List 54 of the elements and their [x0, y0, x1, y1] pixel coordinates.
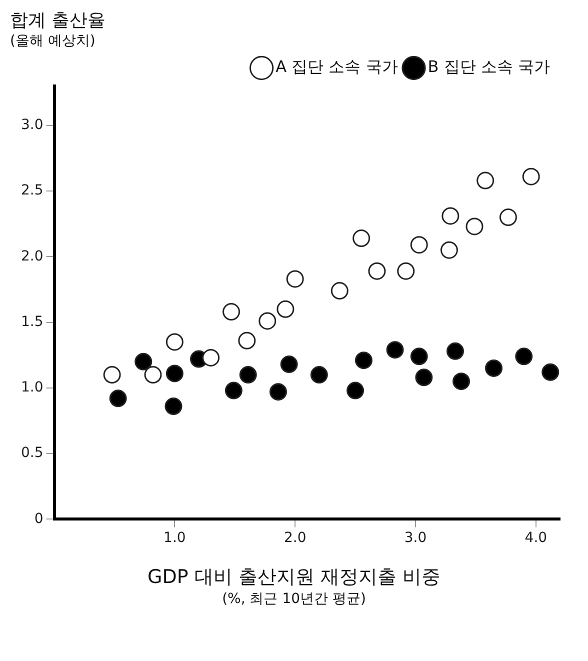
point [386, 341, 404, 359]
point [440, 241, 458, 259]
point [354, 352, 372, 370]
point [352, 230, 370, 248]
point [476, 172, 494, 190]
point [269, 383, 287, 401]
point [452, 372, 470, 390]
point [276, 300, 294, 318]
point [238, 332, 256, 350]
point [164, 398, 182, 416]
point [310, 366, 328, 384]
point [397, 262, 415, 280]
x-axis-title: GDP 대비 출산지원 재정지출 비중 (%, 최근 10년간 평균) [146, 565, 442, 608]
point [446, 342, 464, 360]
point [258, 312, 276, 330]
x-tick-label: 2.0 [284, 530, 306, 546]
y-axis-title: 합계 출산율 (올해 예상치) [10, 9, 107, 50]
x-tick-label: 3.0 [404, 530, 427, 546]
point [286, 270, 304, 288]
point [144, 366, 162, 384]
point [222, 303, 240, 321]
y-tick-label: 2.5 [21, 182, 44, 199]
point [346, 382, 364, 400]
point [485, 359, 503, 377]
point [542, 363, 560, 381]
point [280, 356, 298, 374]
x-tick-label: 4.0 [524, 530, 548, 546]
point [166, 333, 184, 351]
point [109, 390, 127, 408]
y-tick-label: 1.5 [21, 314, 44, 330]
x-tick-label: 1.0 [164, 530, 186, 546]
point [522, 168, 540, 186]
y-tick-label: 0 [34, 510, 44, 527]
point [239, 366, 257, 384]
y-tick-label: 1.0 [21, 380, 44, 396]
legend-label: A 집단 소속 국가 [276, 57, 398, 76]
point [515, 348, 533, 366]
y-tick-label: 3.0 [21, 117, 44, 134]
point [134, 352, 152, 370]
point [368, 262, 386, 280]
point [202, 348, 220, 366]
point [330, 282, 348, 300]
y-tick-label: 2.0 [21, 248, 44, 264]
point [166, 364, 184, 382]
y-tick-label: 0.5 [21, 445, 44, 462]
point [410, 236, 428, 254]
point [442, 207, 460, 225]
point [499, 208, 517, 226]
point [410, 348, 428, 366]
point [466, 218, 484, 236]
point [224, 382, 242, 400]
point [415, 368, 433, 386]
legend-label: B 집단 소속 국가 [428, 57, 550, 76]
point [103, 366, 121, 384]
